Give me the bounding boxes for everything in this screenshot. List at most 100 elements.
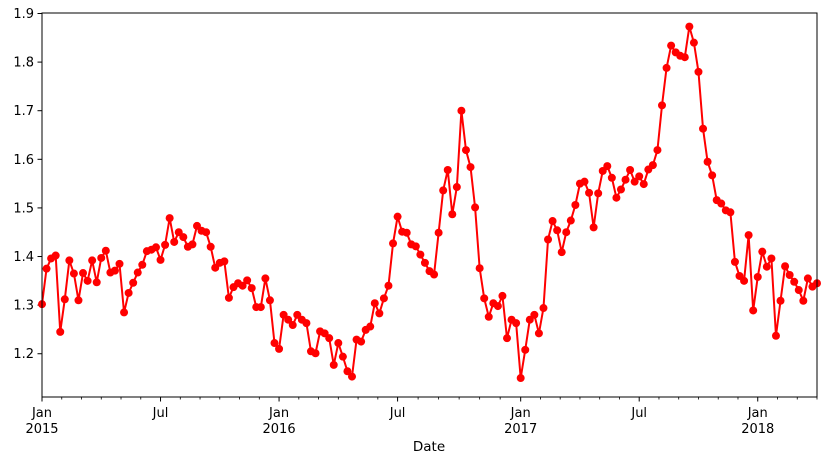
data-point (334, 339, 343, 348)
data-point (521, 345, 530, 354)
x-tick-label: Jan (268, 406, 289, 421)
data-point (179, 233, 188, 242)
x-tick-year-label: 2015 (25, 422, 58, 437)
data-point (348, 372, 356, 381)
data-point (762, 262, 771, 271)
y-tick-label: 1.8 (13, 56, 34, 71)
y-tick-label: 1.4 (13, 250, 34, 265)
data-point (366, 322, 375, 331)
data-point (133, 268, 142, 277)
data-point (393, 212, 402, 221)
y-tick-label: 1.3 (13, 299, 34, 314)
data-point (188, 240, 197, 249)
data-point (653, 146, 662, 155)
data-point (56, 327, 65, 336)
data-point (749, 306, 758, 315)
data-point (384, 281, 393, 290)
series-markers (38, 22, 821, 383)
data-point (603, 162, 612, 171)
data-point (42, 264, 51, 273)
data-point (156, 255, 165, 264)
data-point (165, 214, 174, 223)
data-point (375, 309, 384, 318)
x-tick-label: Jan (31, 406, 52, 421)
data-point (261, 274, 270, 283)
data-point (685, 22, 694, 31)
data-point (206, 242, 215, 251)
x-tick-label: Jan (510, 406, 531, 421)
data-point (170, 237, 179, 246)
data-point (703, 157, 712, 166)
data-point (461, 146, 470, 155)
data-point (616, 185, 625, 194)
data-point (452, 183, 461, 192)
data-point (785, 270, 794, 279)
data-point (557, 248, 566, 257)
data-point (571, 201, 580, 209)
data-point (689, 38, 698, 47)
data-point (667, 41, 676, 50)
data-point (284, 315, 293, 324)
data-point (562, 228, 571, 237)
data-point (457, 106, 466, 115)
data-point (680, 53, 689, 62)
data-point (448, 210, 457, 219)
x-tick-label: Jul (389, 406, 406, 421)
data-point (612, 193, 621, 202)
data-point (338, 352, 347, 361)
data-point (88, 256, 97, 265)
data-point (265, 296, 274, 305)
data-point (270, 339, 279, 348)
data-point (744, 231, 753, 240)
data-point (379, 294, 388, 303)
data-point (730, 257, 739, 266)
y-tick-label: 1.5 (13, 201, 34, 216)
data-point (694, 67, 703, 76)
data-point (658, 101, 666, 110)
data-point (343, 367, 352, 376)
data-point (370, 299, 379, 308)
data-point (635, 172, 644, 181)
data-point (580, 177, 589, 186)
data-point (498, 291, 507, 300)
x-tick-label: Jan (747, 406, 768, 421)
data-point (329, 360, 338, 369)
data-point (534, 329, 543, 338)
data-point (202, 228, 211, 237)
x-tick-year-label: 2017 (504, 422, 537, 437)
data-point (512, 319, 521, 328)
data-point (115, 259, 124, 268)
data-point (151, 243, 160, 252)
data-point (776, 296, 785, 305)
data-point (389, 239, 398, 248)
data-point (51, 251, 60, 260)
data-point (357, 337, 366, 346)
data-point (161, 240, 170, 249)
data-point (138, 260, 147, 269)
data-point (416, 250, 425, 259)
data-point (639, 180, 648, 189)
x-tick-label: Jul (630, 406, 647, 421)
data-point (124, 288, 133, 297)
data-point (79, 269, 88, 278)
y-tick-label: 1.2 (13, 347, 34, 362)
data-point (224, 293, 233, 302)
data-point (594, 189, 603, 198)
data-point (589, 223, 598, 232)
data-point (60, 295, 69, 304)
data-point (83, 276, 92, 285)
data-point (475, 264, 484, 273)
data-point (74, 296, 83, 305)
data-point (466, 163, 475, 172)
data-point (740, 276, 749, 285)
plot-border (41, 12, 818, 398)
data-point (434, 228, 443, 237)
data-point (626, 166, 635, 174)
data-series (38, 22, 821, 383)
x-major-ticks (41, 397, 759, 402)
data-point (530, 310, 539, 319)
data-point (471, 203, 480, 212)
data-point (69, 269, 78, 278)
